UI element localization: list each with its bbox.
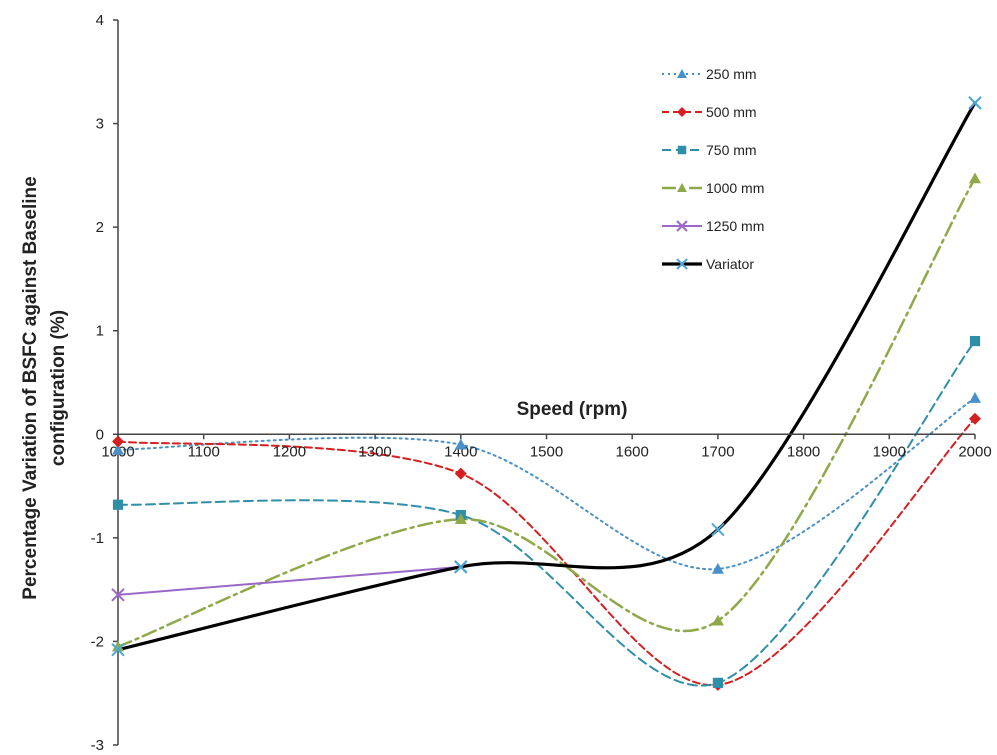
legend-item: 1000 mm <box>662 180 764 196</box>
data-point-500-mm <box>112 435 124 448</box>
series-curves <box>116 101 977 687</box>
series-line-250-mm <box>117 397 976 571</box>
series-markers <box>111 96 982 691</box>
legend-label: 1000 mm <box>706 180 764 196</box>
x-tick-label: 1700 <box>701 443 734 460</box>
y-ticks: -3 -2 -1 0 1 2 3 4 <box>91 12 118 754</box>
legend-label: 500 mm <box>706 104 757 120</box>
y-tick-label: -2 <box>91 633 104 650</box>
y-tick-label: -1 <box>91 530 104 547</box>
data-point-variator <box>711 522 725 537</box>
x-tick-label: 1600 <box>616 443 649 460</box>
x-tick-label: 1300 <box>358 443 391 460</box>
data-point-500-mm <box>969 412 981 425</box>
data-point-250-mm <box>112 443 124 455</box>
data-point-250-mm <box>711 562 724 574</box>
legend-item: 1250 mm <box>662 218 764 234</box>
x-tick-label: 1400 <box>444 443 477 460</box>
y-tick-label: -3 <box>91 737 104 754</box>
legend-label: 250 mm <box>706 66 757 82</box>
series-line-1250-mm <box>117 565 462 596</box>
y-tick-label: 3 <box>96 116 104 133</box>
legend-swatch-marker <box>676 258 688 270</box>
x-ticks: 1000110012001300140015001600170018001900… <box>101 434 992 460</box>
series-line-variator <box>116 101 977 652</box>
legend: 250 mm 500 mm 750 mm 1000 mm 1250 mm Variator <box>662 66 764 272</box>
data-point-750-mm <box>112 499 124 510</box>
data-point-variator <box>968 96 982 110</box>
legend-item: 250 mm <box>662 66 757 82</box>
legend-swatch-marker <box>677 183 687 192</box>
series-line-1000-mm <box>116 177 977 648</box>
series-line-500-mm <box>117 417 976 686</box>
x-tick-label: 2000 <box>958 443 991 460</box>
y-tick-label: 2 <box>96 219 104 236</box>
legend-swatch-marker <box>676 220 688 232</box>
data-point-1000-mm <box>112 640 124 652</box>
data-point-250-mm <box>969 392 981 403</box>
data-point-1000-mm <box>711 614 724 626</box>
legend-label: 1250 mm <box>706 218 764 234</box>
data-point-variator <box>454 560 468 574</box>
x-axis-title: Speed (rpm) <box>517 399 628 420</box>
data-point-250-mm <box>454 438 467 450</box>
x-tick-label: 1900 <box>873 443 906 460</box>
data-point-500-mm <box>454 467 467 480</box>
legend-item: 500 mm <box>662 104 757 120</box>
legend-label: Variator <box>706 256 754 272</box>
y-axis-title-line2: configuration (%) <box>48 310 69 466</box>
y-tick-label: 4 <box>96 12 104 29</box>
data-point-750-mm <box>969 335 981 347</box>
data-point-1000-mm <box>454 513 467 525</box>
data-point-1000-mm <box>969 172 981 184</box>
x-tick-label: 1500 <box>530 443 563 460</box>
legend-swatch-marker <box>677 69 687 78</box>
data-point-750-mm <box>712 677 723 688</box>
data-point-1250-mm <box>111 588 125 602</box>
y-tick-label: 0 <box>96 426 104 443</box>
legend-swatch-marker <box>677 107 687 117</box>
data-point-variator <box>111 643 125 657</box>
legend-item: Variator <box>662 256 754 272</box>
x-tick-label: 1800 <box>787 443 820 460</box>
legend-swatch-marker <box>677 145 687 155</box>
series-line-750-mm <box>117 340 976 687</box>
y-tick-label: 1 <box>96 323 104 340</box>
x-tick-label: 1100 <box>188 443 220 460</box>
legend-item: 750 mm <box>662 142 757 158</box>
y-axis-title-line1: Percentage Variation of BSFC against Bas… <box>20 176 41 599</box>
legend-label: 750 mm <box>706 142 757 158</box>
x-tick-label: 1200 <box>273 443 306 460</box>
